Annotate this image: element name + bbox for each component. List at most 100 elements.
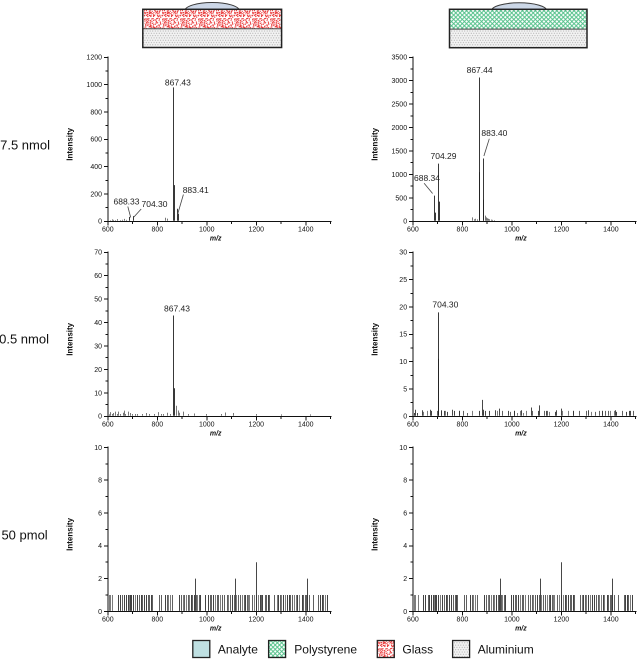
svg-text:600: 600 (407, 227, 419, 234)
svg-text:6: 6 (98, 510, 102, 517)
svg-text:704.30: 704.30 (432, 300, 458, 310)
svg-text:20: 20 (399, 304, 407, 311)
svg-text:50: 50 (94, 297, 102, 304)
svg-text:Aluminium: Aluminium (478, 643, 534, 657)
svg-text:704.29: 704.29 (431, 151, 457, 161)
svg-text:Intensity: Intensity (371, 127, 380, 160)
svg-text:1000: 1000 (86, 82, 102, 89)
svg-text:500: 500 (395, 195, 407, 202)
svg-text:0: 0 (403, 414, 407, 421)
svg-text:1200: 1200 (86, 55, 102, 62)
svg-text:25: 25 (399, 277, 407, 284)
svg-text:1400: 1400 (298, 617, 314, 624)
svg-text:400: 400 (90, 164, 102, 171)
svg-text:600: 600 (102, 617, 114, 624)
svg-text:600: 600 (102, 227, 114, 234)
svg-text:7.5 nmol: 7.5 nmol (0, 137, 50, 152)
svg-text:600: 600 (407, 422, 419, 429)
svg-text:1000: 1000 (504, 227, 520, 234)
svg-text:m/z: m/z (515, 626, 527, 633)
svg-text:5: 5 (403, 386, 407, 393)
svg-text:600: 600 (102, 422, 114, 429)
svg-text:4: 4 (98, 543, 102, 550)
svg-text:Polystyrene: Polystyrene (294, 643, 357, 657)
svg-text:1000: 1000 (392, 172, 408, 179)
svg-text:800: 800 (457, 227, 469, 234)
svg-text:10: 10 (94, 445, 102, 452)
svg-text:3500: 3500 (392, 55, 408, 62)
svg-text:1000: 1000 (504, 617, 520, 624)
svg-text:50 pmol: 50 pmol (1, 527, 47, 542)
svg-text:867.43: 867.43 (164, 304, 190, 314)
svg-text:Intensity: Intensity (371, 322, 380, 355)
svg-text:688.34: 688.34 (414, 173, 440, 183)
svg-text:1400: 1400 (298, 422, 314, 429)
svg-text:1200: 1200 (249, 422, 265, 429)
svg-text:867.44: 867.44 (467, 65, 493, 75)
svg-text:1000: 1000 (199, 617, 215, 624)
svg-text:Intensity: Intensity (66, 127, 75, 160)
svg-text:Intensity: Intensity (66, 517, 75, 550)
svg-text:4: 4 (403, 543, 407, 550)
svg-text:1500: 1500 (392, 148, 408, 155)
svg-text:800: 800 (151, 617, 163, 624)
svg-text:600: 600 (407, 617, 419, 624)
svg-text:m/z: m/z (210, 626, 222, 633)
svg-text:800: 800 (151, 227, 163, 234)
svg-text:1200: 1200 (554, 617, 570, 624)
svg-text:Intensity: Intensity (66, 322, 75, 355)
svg-text:0: 0 (98, 219, 102, 226)
svg-text:1400: 1400 (603, 227, 619, 234)
svg-text:800: 800 (457, 422, 469, 429)
svg-text:1200: 1200 (554, 227, 570, 234)
svg-text:8: 8 (403, 478, 407, 485)
svg-text:40: 40 (94, 320, 102, 327)
svg-text:Glass: Glass (402, 643, 433, 657)
svg-text:1000: 1000 (199, 227, 215, 234)
svg-text:883.40: 883.40 (481, 128, 507, 138)
svg-text:867.43: 867.43 (165, 78, 191, 88)
svg-text:800: 800 (151, 422, 163, 429)
svg-text:200: 200 (90, 191, 102, 198)
svg-text:2: 2 (98, 576, 102, 583)
svg-text:1200: 1200 (554, 422, 570, 429)
svg-text:m/z: m/z (210, 431, 222, 438)
svg-text:883.41: 883.41 (183, 185, 209, 195)
svg-text:0.5 nmol: 0.5 nmol (0, 331, 49, 346)
svg-text:15: 15 (399, 332, 407, 339)
svg-text:600: 600 (90, 137, 102, 144)
svg-text:10: 10 (399, 445, 407, 452)
svg-text:1400: 1400 (298, 227, 314, 234)
svg-text:2000: 2000 (392, 125, 408, 132)
svg-text:0: 0 (98, 414, 102, 421)
svg-text:0: 0 (403, 609, 407, 616)
svg-text:m/z: m/z (515, 431, 527, 438)
svg-text:10: 10 (94, 390, 102, 397)
svg-text:Intensity: Intensity (371, 517, 380, 550)
svg-text:30: 30 (399, 250, 407, 257)
svg-text:2: 2 (403, 576, 407, 583)
svg-text:70: 70 (94, 250, 102, 257)
svg-text:1400: 1400 (603, 617, 619, 624)
svg-text:1000: 1000 (504, 422, 520, 429)
svg-text:60: 60 (94, 273, 102, 280)
svg-text:30: 30 (94, 343, 102, 350)
svg-text:20: 20 (94, 367, 102, 374)
svg-text:704.30: 704.30 (142, 199, 168, 209)
svg-text:8: 8 (98, 478, 102, 485)
svg-text:6: 6 (403, 510, 407, 517)
svg-text:0: 0 (403, 219, 407, 226)
svg-text:2500: 2500 (392, 102, 408, 109)
svg-text:1200: 1200 (249, 617, 265, 624)
svg-text:800: 800 (457, 617, 469, 624)
svg-text:m/z: m/z (515, 236, 527, 243)
svg-text:800: 800 (90, 109, 102, 116)
svg-text:Analyte: Analyte (218, 643, 258, 657)
svg-text:m/z: m/z (210, 236, 222, 243)
svg-text:10: 10 (399, 359, 407, 366)
svg-text:3000: 3000 (392, 78, 408, 85)
svg-text:0: 0 (98, 609, 102, 616)
svg-text:688.33: 688.33 (114, 197, 140, 207)
svg-text:1200: 1200 (249, 227, 265, 234)
svg-text:1400: 1400 (603, 422, 619, 429)
